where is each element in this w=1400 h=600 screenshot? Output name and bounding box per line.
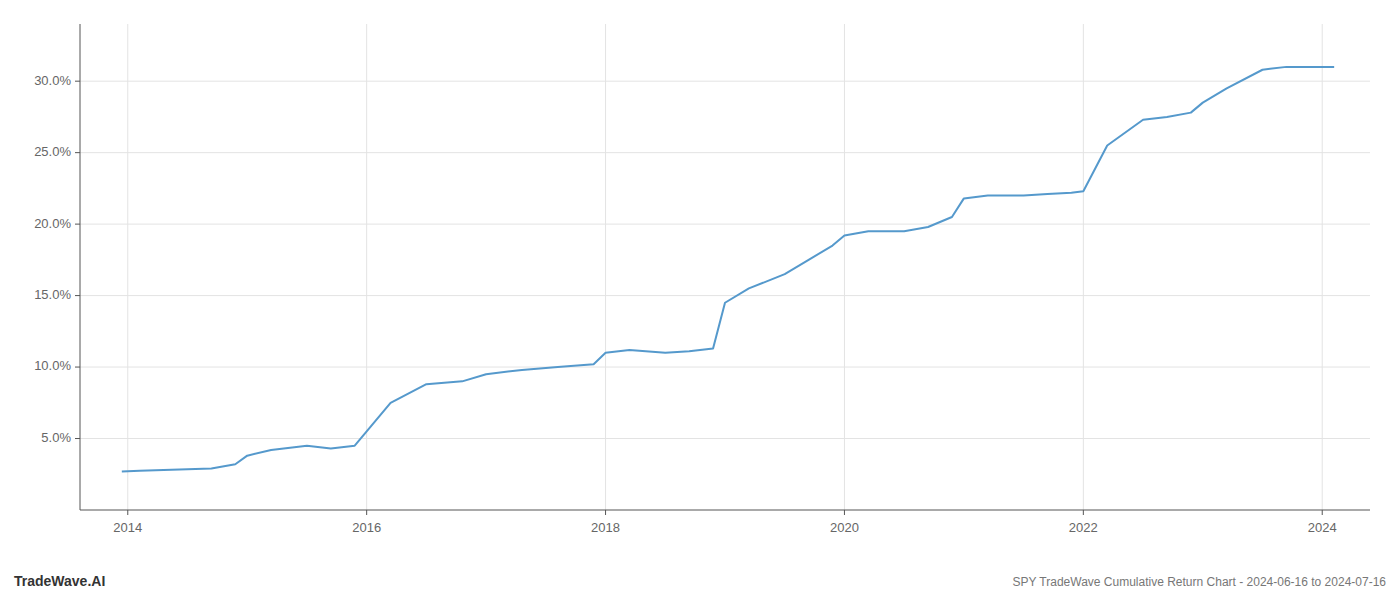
tick-label: 20.0% (34, 216, 71, 231)
tick-mark (75, 295, 80, 296)
grid-line (1322, 24, 1323, 510)
grid-line (1083, 24, 1084, 510)
grid-line (605, 24, 606, 510)
watermark: TradeWave.AI (14, 573, 105, 589)
grid-line (80, 438, 1370, 439)
grid-line (80, 224, 1370, 225)
grid-line (366, 24, 367, 510)
x-axis: 2014 2016 2018 2020 2022 2024 (113, 510, 1336, 535)
chart: 5.0%10.0%15.0%20.0%25.0%30.0%20142016201… (0, 0, 1400, 600)
tick-label: 25.0% (34, 144, 71, 159)
tick-mark (844, 510, 845, 515)
tick-mark (75, 224, 80, 225)
tick-label: 10.0% (34, 358, 71, 373)
grid-line (80, 367, 1370, 368)
grid-line (80, 295, 1370, 296)
tick-label: 2014 (113, 520, 142, 535)
tick-mark (127, 510, 128, 515)
tick-label: 2020 (830, 520, 859, 535)
tick-mark (605, 510, 606, 515)
grid-line (80, 152, 1370, 153)
tick-label: 2024 (1308, 520, 1337, 535)
plot-area (122, 67, 1334, 472)
tick-label: 2022 (1069, 520, 1098, 535)
grid (80, 24, 1370, 510)
tick-mark (75, 438, 80, 439)
title: SPY TradeWave Cumulative Return Chart - … (1012, 575, 1386, 589)
x-axis-line (80, 510, 1370, 511)
grid-line (844, 24, 845, 510)
tick-label: 30.0% (34, 73, 71, 88)
grid-line (127, 24, 128, 510)
tick-label: 15.0% (34, 287, 71, 302)
tick-mark (1322, 510, 1323, 515)
tick-mark (1083, 510, 1084, 515)
tick-mark (75, 367, 80, 368)
tick-mark (366, 510, 367, 515)
tick-label: 2018 (591, 520, 620, 535)
tick-mark (75, 152, 80, 153)
y-axis-line (80, 24, 81, 510)
tick-label: 2016 (352, 520, 381, 535)
tick-label: 5.0% (41, 430, 71, 445)
grid-line (80, 81, 1370, 82)
tick-mark (75, 81, 80, 82)
y-axis: 5.0% 10.0% 15.0% 20.0% 25.0% 30.0% (34, 73, 80, 445)
series-line (122, 67, 1334, 472)
